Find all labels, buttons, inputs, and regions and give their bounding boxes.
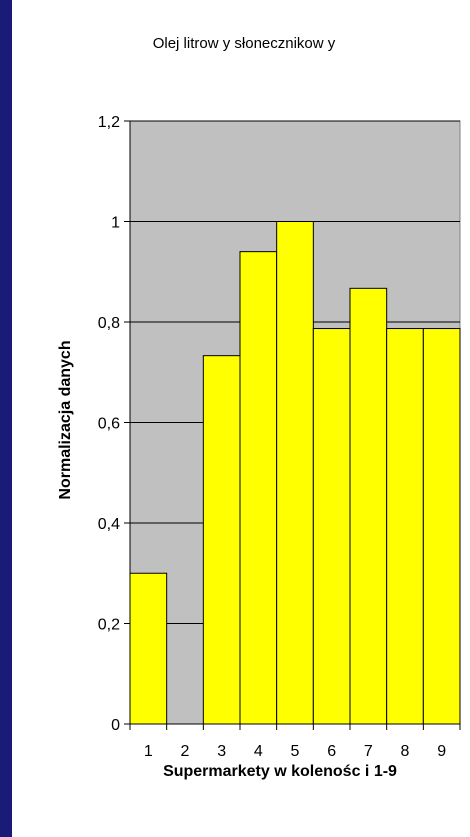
y-tick-label: 0,8 bbox=[98, 315, 120, 332]
bar-chart: Olej litrow y słonecznikow y 00,20,40,60… bbox=[57, 35, 461, 780]
bar-7 bbox=[349, 287, 388, 725]
x-axis-title: Supermarkety w kolenośc i 1-9 bbox=[163, 763, 397, 780]
y-tick-label: 1 bbox=[111, 215, 120, 232]
bar-6 bbox=[312, 328, 351, 725]
y-tick-label: 0 bbox=[111, 717, 120, 734]
y-tick-label: 1,2 bbox=[98, 114, 120, 131]
y-tick-label: 0,2 bbox=[98, 617, 120, 634]
x-tick-label: 1 bbox=[144, 743, 153, 760]
x-tick-label: 2 bbox=[181, 743, 190, 760]
x-tick-label: 7 bbox=[364, 743, 373, 760]
x-tick-label: 4 bbox=[254, 743, 263, 760]
x-tick-label: 5 bbox=[291, 743, 300, 760]
bar-4 bbox=[239, 251, 278, 725]
y-axis: 0 0,2 0,4 0,6 0,8 1 1,2 bbox=[98, 114, 131, 734]
bar-3 bbox=[202, 355, 241, 725]
bar-9 bbox=[422, 328, 461, 725]
x-tick-label: 9 bbox=[437, 743, 446, 760]
y-axis-title: Normalizacja danych bbox=[57, 340, 74, 499]
bar-8 bbox=[386, 328, 424, 725]
x-axis: 1 2 3 4 5 6 7 8 9 bbox=[129, 723, 461, 760]
chart-title: Olej litrow y słonecznikow y bbox=[153, 35, 336, 52]
x-tick-label: 6 bbox=[327, 743, 336, 760]
y-tick-label: 0,6 bbox=[98, 416, 120, 433]
x-tick-label: 3 bbox=[217, 743, 226, 760]
y-tick-label: 0,4 bbox=[98, 516, 120, 533]
chart-panel: Olej litrow y słonecznikow y 0 0,2 0,4 0,6 0… bbox=[12, 0, 470, 837]
bars bbox=[129, 221, 461, 725]
bar-1 bbox=[129, 572, 168, 725]
x-tick-label: 8 bbox=[401, 743, 410, 760]
bar-5 bbox=[276, 221, 314, 725]
